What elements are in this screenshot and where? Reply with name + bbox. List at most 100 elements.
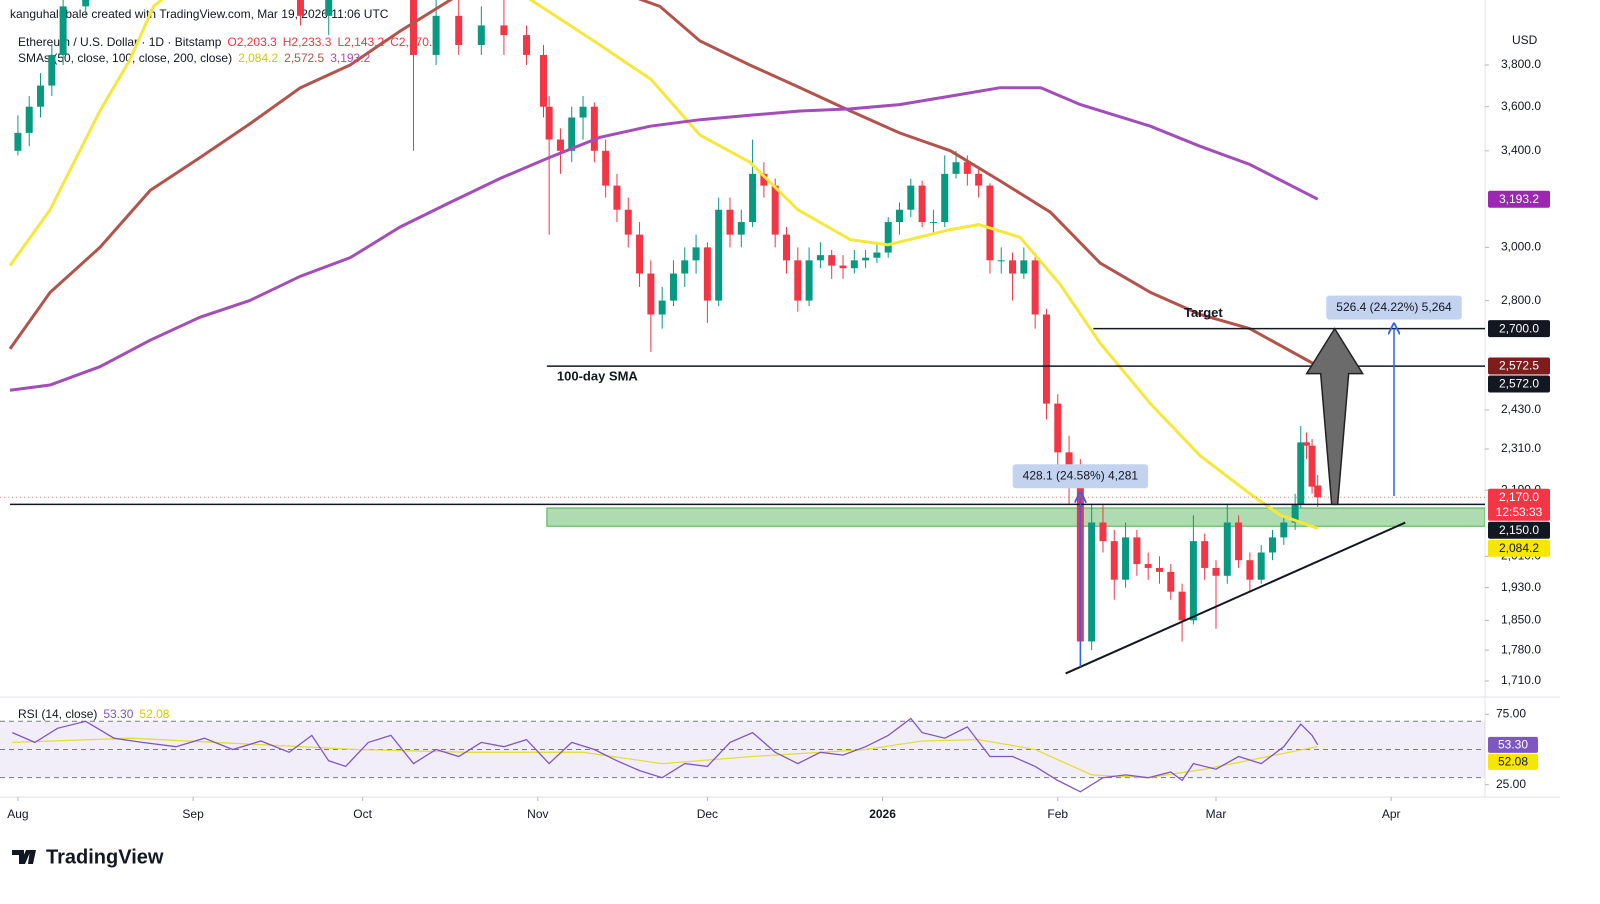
candle-body: [1269, 537, 1277, 553]
price-label-box: [1488, 190, 1550, 208]
measure-box: [1012, 464, 1149, 489]
candle-body: [1246, 560, 1254, 580]
candle-body: [1308, 445, 1316, 487]
x-tick-label: Nov: [527, 807, 548, 821]
symbol-title: Ethereum / U.S. Dollar · 1D · Bitstamp: [18, 35, 222, 49]
candle-body: [325, 0, 333, 16]
rsi-legend: RSI (14, close) 53.30 52.08: [18, 707, 175, 721]
candle-body: [1110, 541, 1118, 580]
projection-arrow: [1305, 327, 1365, 506]
candle-body: [1009, 260, 1017, 274]
sma-legend: SMAs (50, close, 100, close, 200, close)…: [18, 51, 382, 65]
candle-body: [602, 150, 610, 186]
candle-body: [1223, 522, 1231, 576]
candle-body: [828, 255, 836, 266]
y-tick-label: 1,780.0: [1501, 642, 1541, 656]
candle-body: [862, 257, 870, 261]
candle-body: [1020, 260, 1028, 274]
price-label: 2,572.5: [1499, 359, 1539, 373]
candle-body: [1099, 522, 1107, 542]
ohlc-value: H2,233.3: [282, 35, 332, 49]
x-tick-label: Sep: [182, 807, 204, 821]
x-tick-label: Feb: [1047, 807, 1068, 821]
candle-body: [997, 260, 1005, 262]
candle-body: [884, 222, 892, 253]
rsi-label-box: [1488, 736, 1538, 753]
candle-body: [1122, 537, 1130, 580]
y-tick-label: 2,310.0: [1501, 441, 1541, 455]
candle-body: [929, 222, 937, 224]
candle-body: [545, 106, 553, 140]
candle-body: [37, 85, 45, 107]
logo: TradingView: [12, 846, 164, 868]
header-text: kanguhalubale created with TradingView.c…: [10, 7, 389, 21]
rsi-tick-label: 25.00: [1496, 777, 1526, 791]
sma-value: 2,572.5: [284, 51, 325, 65]
candle-body: [963, 162, 971, 174]
sma-line: [8, 0, 1319, 368]
ohlc-value: O2,203.3: [227, 35, 277, 49]
price-label: 2,150.0: [1499, 523, 1539, 537]
candle-body: [647, 273, 655, 315]
candle-body: [760, 173, 768, 186]
candle-body: [941, 173, 949, 223]
candle-body: [692, 247, 700, 261]
candle-body: [523, 35, 531, 55]
level-label: 100-day SMA: [557, 369, 639, 384]
rsi-pane: [0, 717, 1485, 793]
x-tick-label: Mar: [1206, 807, 1227, 821]
candle-body: [658, 300, 666, 315]
candle-body: [816, 255, 824, 261]
price-label-box: [1488, 488, 1550, 521]
y-tick-label: 1,850.0: [1501, 613, 1541, 627]
y-tick-label: 3,800.0: [1501, 57, 1541, 71]
ohlc-value: L2,143.2: [337, 35, 385, 49]
candle-body: [1212, 567, 1220, 576]
candle-body: [590, 106, 598, 151]
rsi-label: 52.08: [1498, 755, 1528, 769]
rsi-line: [12, 717, 1319, 793]
logo-icon: [12, 850, 36, 864]
x-tick-label: Apr: [1382, 807, 1401, 821]
candle-body: [613, 185, 621, 210]
candle-body: [952, 162, 960, 174]
x-tick-label: 2026: [869, 807, 896, 821]
candle-body: [500, 25, 508, 36]
rsi-label-box: [1488, 753, 1538, 770]
candle-body: [782, 234, 790, 261]
rsi-tick-label: 75.00: [1496, 706, 1526, 720]
candle-body: [1291, 504, 1299, 523]
candle-body: [896, 209, 904, 223]
price-label: 2,170.0: [1499, 490, 1539, 504]
brand: TradingView: [46, 846, 164, 868]
candle-body: [850, 260, 858, 269]
rsi-label: 53.30: [1498, 738, 1528, 752]
candle-body: [805, 260, 813, 301]
candle-body: [986, 185, 994, 261]
header: kanguhalubale created with TradingView.c…: [10, 7, 394, 21]
price-label: 2,572.0: [1499, 377, 1539, 391]
y-tick-label: 3,000.0: [1501, 240, 1541, 254]
candle-body: [556, 139, 564, 151]
candle-body: [669, 273, 677, 301]
price-label-box: [1488, 320, 1550, 338]
candle-body: [477, 25, 485, 45]
candle-body: [918, 185, 926, 223]
sma-title: SMAs (50, close, 100, close, 200, close): [18, 51, 233, 65]
sma-line: [9, 86, 1319, 392]
price-label-box: [1488, 539, 1550, 557]
x-tick-label: Oct: [353, 807, 372, 821]
price-label-box: [1488, 357, 1550, 375]
rsi-value: 53.30: [103, 707, 134, 721]
trendline: [1065, 521, 1406, 675]
candle-body: [749, 173, 757, 223]
rsi-ma-value: 52.08: [139, 707, 170, 721]
sma-value: 2,084.2: [238, 51, 279, 65]
candle-body: [1031, 260, 1039, 315]
sma-value: 3,193.2: [330, 51, 371, 65]
price-label-box: [1488, 521, 1550, 539]
candle-body: [703, 247, 711, 301]
candle-body: [1280, 522, 1288, 538]
y-tick-label: 2,800.0: [1501, 293, 1541, 307]
